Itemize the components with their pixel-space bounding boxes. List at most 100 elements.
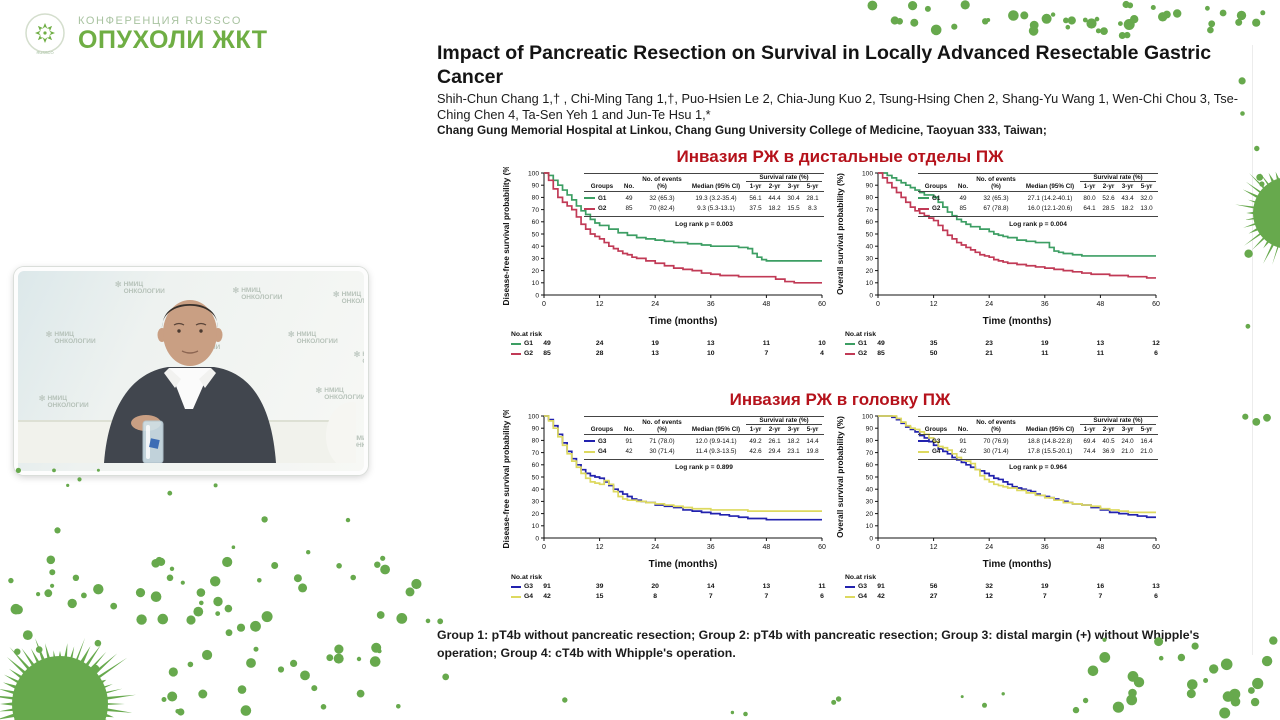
section-header-distal: Инвазия РЖ в дистальные отделы ПЖ [676,147,1004,166]
y-tick-label: 50 [532,231,540,238]
cell-rate: 18.2 [768,205,781,213]
col-yr: 2-yr [1102,183,1115,190]
risk-count: 19 [1041,583,1049,590]
cell-median: 17.8 (15.5-20.1) [1027,448,1073,456]
risk-group-label: G1 [858,340,868,347]
col-median: Median (95% CI) [1025,183,1075,190]
cell-rate: 80.0 [1083,194,1096,202]
cell-rate: 26.1 [768,437,781,445]
x-axis-label: Time (months) [982,316,1052,327]
legend-swatch [918,451,929,454]
x-axis-label: Time (months) [648,559,718,570]
x-tick-label: 12 [596,301,604,308]
risk-count: 6 [820,592,824,600]
y-axis-label: Overall survival probability (%) [835,173,845,295]
risk-count: 11 [1096,349,1104,357]
risk-count: 7 [1042,592,1047,600]
risk-count: 11 [1041,349,1049,357]
col-yr: 2-yr [768,183,781,190]
col-median: Median (95% CI) [691,183,741,190]
y-tick-label: 70 [866,450,874,457]
x-tick-label: 24 [985,544,993,551]
km-chart-os-distal: 0 10 20 30 40 50 60 70 80 90 100 0 12 24 36 48 60 Overall… [832,167,1162,392]
risk-count: 7 [1098,592,1103,600]
risk-count: 42 [877,592,885,600]
risk-count: 24 [595,340,604,347]
x-tick-label: 48 [1097,544,1105,551]
y-tick-label: 60 [532,462,540,469]
y-tick-label: 20 [866,268,874,275]
risk-count: 28 [595,349,604,357]
nmic-logo-icon: ✻ [232,286,240,295]
y-tick-label: 90 [532,426,540,433]
cell-rate: 74.4 [1083,448,1096,456]
cell-rate: 40.5 [1102,437,1115,445]
x-tick-label: 0 [542,544,546,551]
cell-events: 70 (82.4) [649,205,675,213]
group-label: G4 [932,448,941,456]
cell-rate: 21.0 [1140,448,1153,456]
cell-rate: 43.4 [1121,194,1134,202]
cell-rate: 44.4 [768,194,781,202]
risk-count: 85 [543,349,551,357]
risk-table: No.at risk G3 91 39 20 14 13 11 G4 42 15 8 7 7 6 [498,574,828,608]
cell-rate: 29.4 [768,448,781,456]
cell-events: 32 (65.3) [649,194,675,202]
nmic-watermark-text: НМИЦ ОНКОЛОГИИ [47,395,89,410]
risk-count: 49 [877,340,885,347]
km-chart-os-head: 0 10 20 30 40 50 60 70 80 90 100 0 12 24 36 48 60 Overall… [832,410,1162,635]
nmic-logo-icon: ✻ [353,350,361,359]
cell-n: 49 [959,194,967,202]
paper-authors: Shih-Chun Chang 1,† , Chi-Ming Tang 1,†,… [437,91,1238,122]
risk-count: 35 [929,340,938,347]
cell-rate: 8.3 [808,205,817,213]
cell-n: 85 [625,205,633,213]
col-no: No. [623,183,635,190]
survival-curve-g1 [544,172,822,262]
cell-rate: 64.1 [1083,205,1096,213]
cell-rate: 36.9 [1102,448,1115,456]
km-stats-table: Groups No. No. of events (%) Median (95% CI… [584,416,824,471]
speaker-video[interactable]: ✻ НМИЦ ОНКОЛОГИИ ✻ НМИЦ ОНКОЛОГИИ ✻ НМИЦ ОНКО… [14,267,368,475]
col-median: Median (95% CI) [1025,426,1075,433]
slide-right-edge [1252,45,1253,655]
cell-median: 19.3 (3.2-35.4) [695,194,737,202]
y-tick-label: 100 [528,413,539,420]
km-stats-table: Groups No. No. of events (%) Median (95% CI… [584,173,824,228]
y-tick-label: 30 [532,499,540,506]
y-tick-label: 50 [866,474,874,481]
nmic-watermark-text: НМИЦ ОНКОЛОГИИ [54,331,96,346]
x-tick-label: 36 [1041,301,1049,308]
x-tick-label: 48 [1097,301,1105,308]
group-label: G1 [598,194,607,202]
col-events: No. of events (%) [976,175,1016,190]
stats-row-g2: G2 85 70 (82.4) 9.3 (5.3-13.1) 37.5 18.2 15.5 8… [584,203,824,217]
y-tick-label: 70 [532,450,540,457]
col-yr: 2-yr [768,426,781,433]
cell-rate: 42.6 [749,448,762,456]
group-label: G4 [598,448,607,456]
cell-median: 11.4 (9.3-13.5) [695,448,737,456]
y-tick-label: 30 [866,499,874,506]
group-label: G2 [598,205,607,213]
conference-label: КОНФЕРЕНЦИЯ RUSSCO [78,14,243,27]
cell-n: 42 [959,448,967,456]
y-tick-label: 90 [866,183,874,190]
legend-swatch [511,343,521,345]
risk-count: 6 [1154,349,1158,357]
x-tick-label: 48 [763,544,771,551]
cell-median: 12.0 (9.9-14.1) [695,437,737,445]
cell-events: 71 (78.0) [649,437,675,445]
conference-logo: RUSSCO КОНФЕРЕНЦИЯ RUSSCO ОПУХОЛИ ЖКТ [22,11,268,57]
stats-row-g1: G1 49 32 (65.3) 19.3 (3.2-35.4) 56.1 44.4 30.4… [584,192,824,203]
cell-events: 67 (78.8) [983,205,1009,213]
y-tick-label: 60 [866,462,874,469]
x-tick-label: 60 [818,544,826,551]
km-chart-dfs-head: 0 10 20 30 40 50 60 70 80 90 100 0 12 24 36 48 60 Disease… [498,405,828,635]
col-yr: 3-yr [1121,183,1134,190]
col-yr: 3-yr [1121,426,1134,433]
legend-swatch [584,440,595,443]
legend-swatch [918,197,929,200]
cell-rate: 24.0 [1121,437,1134,445]
col-groups: Groups [924,426,948,433]
